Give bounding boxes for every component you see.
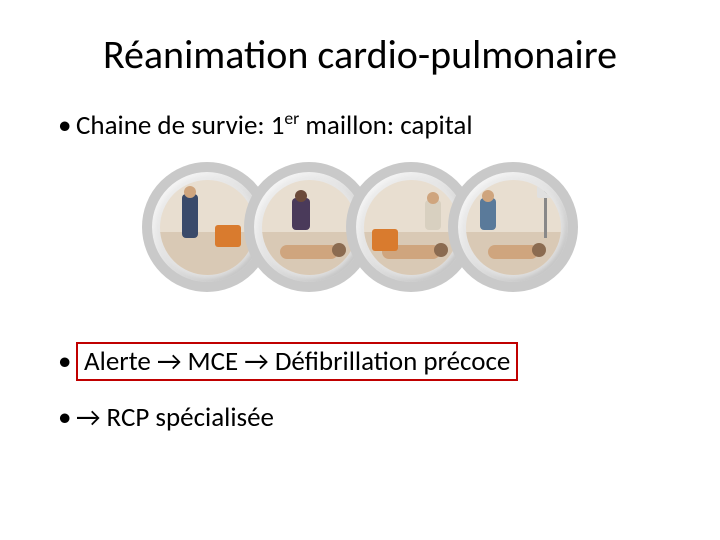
bullet-dot: • <box>58 345 76 378</box>
scene-call <box>160 180 255 275</box>
bullet-group-2: •Alerte → MCE → Défibrillation précoce •… <box>50 342 670 434</box>
bullet-1-suffix: maillon: capital <box>299 109 472 142</box>
bullet-dot: • <box>58 109 76 142</box>
scene-aed <box>364 180 459 275</box>
slide-title: Réanimation cardio-pulmonaire <box>50 30 670 79</box>
chain-link-4 <box>448 162 578 292</box>
bullet-1: •Chaine de survie: 1er maillon: capital <box>58 107 670 142</box>
scene-advanced <box>466 180 561 275</box>
bullet-1-prefix: Chaine de survie: 1 <box>76 109 284 142</box>
bullet-3-text: → RCP spécialisée <box>76 401 274 434</box>
scene-cpr <box>262 180 357 275</box>
slide-container: Réanimation cardio-pulmonaire •Chaine de… <box>0 0 720 540</box>
chain-of-survival-image <box>90 162 630 292</box>
bullet-dot: • <box>58 401 76 434</box>
bullet-2: •Alerte → MCE → Défibrillation précoce <box>58 342 670 381</box>
bullet-3: •→ RCP spécialisée <box>58 401 670 434</box>
bullet-1-sup: er <box>284 107 299 129</box>
highlighted-text: Alerte → MCE → Défibrillation précoce <box>76 342 518 381</box>
